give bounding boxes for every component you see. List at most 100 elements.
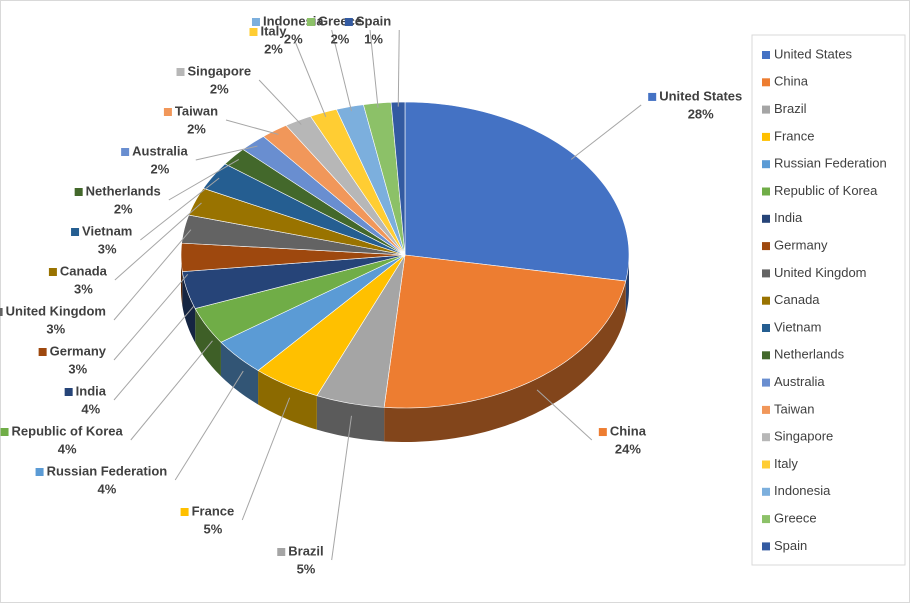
legend-label: Greece [774,511,817,526]
data-label-value: 3% [68,361,87,376]
data-label-name: China [610,423,647,438]
data-label-key [176,68,185,76]
legend-key [762,351,770,360]
data-label-key [249,28,258,36]
data-label-key [0,308,3,316]
data-label-value: 4% [58,441,77,456]
data-label-name: Spain [356,13,391,28]
data-label-value: 4% [81,401,100,416]
legend-key [762,105,770,114]
slice [316,254,406,408]
legend-key [762,460,770,469]
data-label-key [163,108,172,116]
data-label-value: 3% [98,241,117,256]
legend-key [762,242,770,251]
legend-key [762,487,770,496]
leader-line [113,305,194,401]
legend-label: Vietnam [774,319,821,334]
legend-label: United States [774,46,853,61]
data-label-name: United Kingdom [6,303,106,318]
legend-key [762,378,770,387]
data-label-key [121,148,130,156]
leader-line [397,29,400,107]
data-label-key [180,508,189,516]
slice [194,254,406,343]
data-label-value: 28% [688,106,714,121]
slice [336,104,406,256]
legend-key [762,269,770,278]
legend-label: United Kingdom [774,265,867,280]
slice [181,254,406,309]
legend-box [751,34,906,566]
legend-key [762,324,770,332]
data-label-value: 5% [204,521,223,536]
slice-side [220,342,259,405]
data-label-value: 2% [151,161,170,176]
data-label-key [48,268,57,276]
slice [242,136,406,256]
slice [220,254,406,371]
data-label-value: 2% [264,41,283,56]
data-label-key [344,18,353,26]
data-label-name: Australia [132,143,188,158]
data-label-value: 2% [210,81,229,96]
leader-line [174,370,244,481]
data-label-key [71,228,80,236]
data-label-key [38,348,47,356]
data-label-name: France [192,503,235,518]
data-label-key [598,428,607,437]
legend-key [762,405,770,414]
leader-line [113,229,192,321]
data-label-name: Germany [50,343,107,358]
slice [257,254,406,397]
legend-label: Brazil [774,101,807,116]
data-label-name: Brazil [288,543,323,558]
slice-side [316,395,385,442]
data-label-name: Taiwan [175,103,218,118]
slice [224,149,406,256]
legend-label: Republic of Korea [774,183,878,198]
leader-line [140,177,220,241]
data-label-name: Indonesia [263,13,324,28]
leader-line [258,79,302,125]
slice-side [384,281,626,442]
data-label-key [251,18,260,26]
legend-label: France [774,128,814,143]
legend-key [762,515,770,524]
data-label-key [0,428,9,436]
slice-side [182,271,196,343]
legend-key [762,187,770,196]
leader-line [195,145,258,161]
legend-label: Canada [774,292,820,307]
legend-label: Australia [774,374,825,389]
leader-line [113,273,189,361]
data-label-value: 1% [364,31,383,46]
data-label-value: 4% [97,481,116,496]
data-label-name: Republic of Korea [12,423,124,438]
data-label-name: India [76,383,107,398]
slice [310,108,406,256]
slice [202,163,406,256]
data-label-name: Italy [260,23,287,38]
legend-label: India [774,210,803,225]
data-label-key [74,188,83,196]
slice [188,187,406,256]
data-label-key [35,468,44,476]
legend-label: Russian Federation [774,156,887,171]
legend-label: Germany [774,238,828,253]
slice [262,125,406,256]
legend-label: Indonesia [774,483,831,498]
legend-label: Netherlands [774,347,845,362]
data-label-value: 5% [297,561,316,576]
leader-line [168,158,240,201]
leader-line [331,29,352,112]
slice-side [181,255,183,306]
data-label-value: 2% [284,31,303,46]
data-label-name: Vietnam [82,223,132,238]
legend-label: Italy [774,456,798,471]
legend-key [762,160,770,169]
legend-key [762,132,770,141]
legend-key [762,214,770,223]
leader-line [241,397,291,521]
